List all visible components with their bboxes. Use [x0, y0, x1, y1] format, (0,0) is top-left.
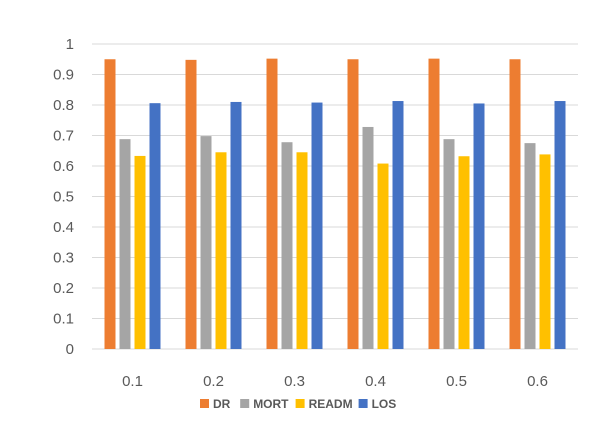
- bar-dr-0.2: [185, 59, 197, 350]
- bars: [104, 58, 566, 350]
- bar-dr-0.4: [347, 59, 359, 349]
- legend-label-los: LOS: [372, 397, 397, 411]
- y-tick-label: 0.7: [53, 128, 74, 145]
- x-tick-label: 0.5: [446, 373, 467, 390]
- x-tick-label: 0.4: [365, 373, 386, 390]
- bar-los-0.5: [473, 103, 485, 349]
- x-tick-label: 0.1: [122, 373, 143, 390]
- bar-mort-0.3: [281, 142, 293, 349]
- bar-readm-0.2: [215, 152, 227, 349]
- bar-readm-0.3: [296, 152, 308, 349]
- y-tick-label: 0.6: [53, 158, 74, 175]
- x-tick-label: 0.2: [203, 373, 224, 390]
- bar-los-0.3: [311, 102, 323, 349]
- bar-dr-0.6: [509, 59, 521, 349]
- bar-readm-0.4: [377, 163, 389, 349]
- y-axis-tick-labels: 0 0.1 0.2 0.3 0.4 0.5 0.6 0.7 0.8 0.9 1: [53, 36, 74, 358]
- bar-mort-0.4: [362, 126, 374, 350]
- bar-mort-0.2: [200, 136, 212, 349]
- legend-swatch-readm: [295, 399, 305, 408]
- y-tick-label: 0: [66, 341, 74, 358]
- x-axis-tick-labels: 0.1 0.2 0.3 0.4 0.5 0.6: [122, 373, 548, 390]
- legend-label-dr: DR: [213, 397, 231, 411]
- bar-mort-0.1: [119, 139, 131, 349]
- bar-dr-0.5: [428, 58, 440, 349]
- legend-swatch-mort: [240, 399, 250, 408]
- bar-dr-0.3: [266, 58, 278, 349]
- gridlines: [92, 43, 578, 350]
- y-tick-label: 0.1: [53, 311, 74, 328]
- bar-los-0.2: [230, 101, 242, 349]
- y-tick-label: 0.4: [53, 219, 74, 236]
- y-tick-label: 0.2: [53, 280, 74, 297]
- bar-readm-0.5: [458, 156, 470, 349]
- bar-readm-0.6: [539, 154, 551, 349]
- bar-readm-0.1: [134, 155, 146, 349]
- bar-dr-0.1: [104, 59, 116, 349]
- y-tick-label: 0.8: [53, 97, 74, 114]
- bar-mort-0.6: [524, 143, 536, 349]
- legend: DR MORT READM LOS: [200, 397, 396, 411]
- x-tick-label: 0.6: [527, 373, 548, 390]
- legend-label-readm: READM: [309, 397, 353, 411]
- y-tick-label: 0.3: [53, 250, 74, 267]
- legend-swatch-dr: [200, 399, 209, 408]
- y-tick-label: 1: [66, 36, 74, 53]
- legend-label-mort: MORT: [253, 397, 289, 411]
- y-tick-label: 0.5: [53, 189, 74, 206]
- bar-mort-0.5: [443, 139, 455, 349]
- bar-los-0.1: [149, 103, 161, 349]
- bar-los-0.4: [392, 101, 404, 349]
- x-tick-label: 0.3: [284, 373, 305, 390]
- bar-los-0.6: [554, 101, 566, 349]
- y-tick-label: 0.9: [53, 67, 74, 84]
- legend-swatch-los: [358, 399, 368, 408]
